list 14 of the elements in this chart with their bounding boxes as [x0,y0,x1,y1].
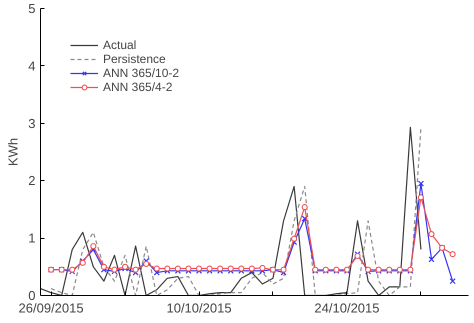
legend-label: Actual [103,38,136,52]
y-axis-title: KWh [5,138,20,166]
legend-label: ANN 365/10-2 [103,66,180,80]
x-tick-label: 24/10/2015 [314,300,380,316]
x-tick-label: 10/10/2015 [166,300,232,316]
x-tick-label: 26/09/2015 [18,300,84,316]
y-tick-label: 1 [28,230,36,246]
y-tick-label: 5 [28,1,36,16]
legend-label: Persistence [103,52,166,66]
legend-label: ANN 365/4-2 [103,80,172,94]
y-tick-label: 2 [28,173,36,188]
y-tick-label: 0 [28,288,36,303]
y-tick-label: 3 [28,116,36,131]
y-tick-label: 4 [28,58,36,74]
